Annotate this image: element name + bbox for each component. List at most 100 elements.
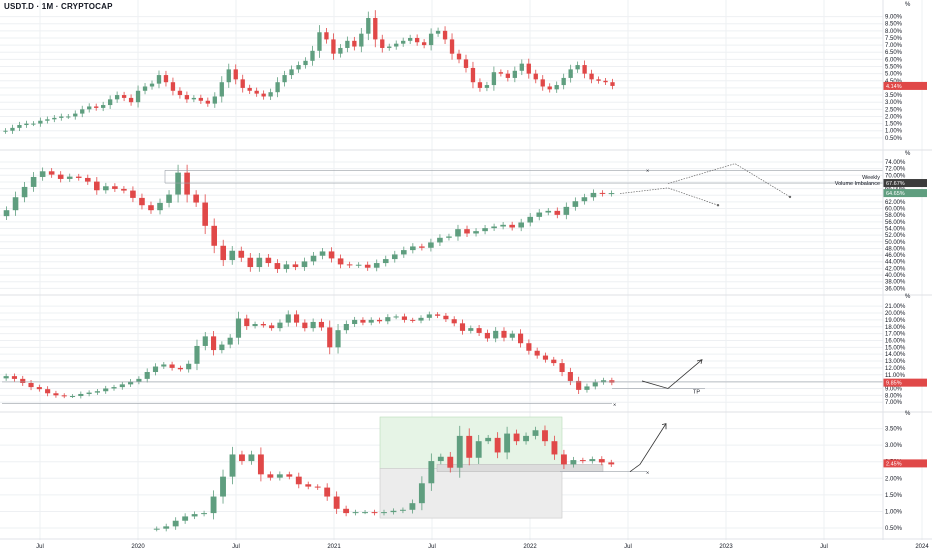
candle-body (3, 130, 8, 132)
candle-body (328, 251, 335, 259)
candle-body (567, 372, 573, 381)
candle-body (219, 344, 225, 351)
price-tick-label: 60.00% (885, 207, 906, 213)
candle-body (286, 474, 293, 477)
candle-body (94, 181, 100, 191)
candle-body (504, 433, 511, 453)
candle-body (69, 396, 76, 398)
candle-body (428, 33, 434, 46)
candle-body (362, 512, 368, 514)
candle-body (518, 222, 524, 228)
candle-body (476, 328, 482, 333)
candle-body (121, 95, 127, 98)
projection-arrowhead (696, 359, 703, 364)
percent-label: % (905, 294, 911, 300)
candle-body (343, 324, 349, 331)
candle-body (10, 127, 15, 131)
candle-body (410, 319, 416, 321)
candle-body (86, 392, 92, 394)
time-tick-label: Jul (820, 544, 828, 550)
candle-body (314, 486, 321, 488)
candle-body (156, 75, 162, 84)
candle-body (509, 224, 515, 228)
price-tick-label: 13.00% (885, 359, 906, 365)
candle-body (596, 79, 601, 81)
candle-body (509, 333, 515, 338)
candle-body (401, 316, 407, 320)
candle-body (512, 70, 517, 78)
candle-body (144, 372, 150, 379)
candle-body (212, 96, 217, 104)
candle-body (130, 190, 136, 198)
candle-body (318, 321, 325, 328)
candle-body (501, 330, 507, 338)
candle-body (400, 509, 406, 511)
candle-body (128, 97, 134, 103)
price-tick-label: 6.50% (885, 50, 903, 56)
price-tick-label: 52.00% (885, 233, 906, 239)
candle-body (401, 250, 407, 255)
candle-body (410, 246, 416, 251)
price-tick-label: 19.00% (885, 318, 906, 324)
candle-body (289, 69, 294, 76)
candle-body (39, 171, 46, 177)
price-tick-label: 6.00% (885, 57, 903, 63)
candle-body (393, 316, 399, 318)
candle-body (437, 237, 443, 243)
candle-body (107, 99, 113, 106)
candle-body (148, 205, 154, 211)
time-tick-label: Jul (428, 544, 436, 550)
percent-label: % (905, 151, 911, 157)
candle-body (435, 314, 441, 316)
price-tick-label: 7.00% (885, 43, 903, 49)
candle-body (293, 314, 300, 323)
candle-body (418, 483, 425, 504)
candle-body (385, 317, 391, 322)
candle-body (547, 86, 552, 90)
candle-body (523, 435, 529, 442)
price-tick-label: 42.00% (885, 266, 906, 272)
candle-body (592, 382, 598, 387)
candle-body (184, 172, 190, 195)
candle-body (414, 37, 420, 43)
candle-body (211, 336, 217, 351)
projection-point-2 (788, 195, 792, 199)
candle-body (456, 53, 462, 60)
candle-body (589, 73, 594, 80)
price-tick-label: 3.50% (885, 93, 903, 99)
candle-body (459, 323, 466, 331)
candle-body (11, 376, 18, 379)
current-price-tag (883, 81, 927, 90)
candle-body (373, 263, 380, 268)
candle-body (542, 430, 548, 442)
candle-body (491, 226, 497, 229)
candle-body (324, 487, 331, 497)
candle-body (408, 37, 413, 41)
candle-body (194, 345, 200, 364)
candle-body (240, 79, 245, 88)
price-tick-label: 21.00% (885, 304, 906, 310)
candle-body (296, 65, 301, 70)
candle-body (36, 387, 42, 390)
candle-body (536, 212, 543, 217)
candle-body (283, 264, 290, 270)
price-tick-label: 3.50% (885, 427, 903, 433)
weekly-label: Weekly (862, 175, 880, 181)
candle-body (265, 257, 272, 264)
candle-body (211, 225, 217, 246)
candle-body (302, 322, 308, 329)
candle-body (59, 116, 64, 118)
candle-body (172, 520, 179, 527)
candle-body (229, 454, 236, 477)
candle-body (84, 177, 91, 182)
candle-body (382, 259, 389, 264)
candle-body (428, 461, 435, 484)
time-tick-label: Jul (232, 544, 240, 550)
price-tick-label: 2.50% (885, 107, 903, 113)
current-price-label: 9.85% (886, 381, 902, 387)
candle-body (285, 314, 291, 323)
candle-body (119, 384, 125, 388)
candle-body (494, 437, 501, 453)
